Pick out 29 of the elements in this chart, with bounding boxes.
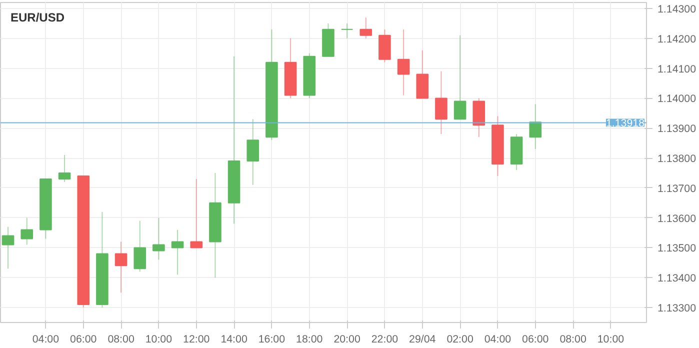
x-tick-label: 14:00 [220, 334, 248, 346]
x-tick-label: 16:00 [258, 334, 286, 346]
x-tick-label: 06:00 [522, 334, 549, 346]
y-tick-label: 1.14000 [658, 93, 696, 106]
y-tick-label: 1.13900 [658, 123, 696, 136]
y-tick-label: 1.13600 [658, 212, 696, 225]
x-tick-label: 10:00 [597, 334, 624, 346]
x-tick-label: 08:00 [108, 334, 134, 346]
x-tick-label: 08:00 [560, 334, 586, 346]
y-tick-label: 1.13400 [658, 272, 696, 285]
x-tick-label: 18:00 [296, 334, 323, 346]
x-tick-label: 04:00 [484, 334, 512, 346]
text: EUR/USD [10, 10, 65, 24]
x-tick-label: 12:00 [183, 334, 210, 346]
y-tick-label: 1.14200 [658, 33, 696, 46]
x-tick-label: 20:00 [334, 334, 360, 346]
ref-line-label: 1.13918 [606, 118, 645, 130]
x-tick-label: 22:00 [371, 334, 398, 346]
x-tick-label: 04:00 [32, 334, 60, 346]
y-tick-label: 1.14300 [658, 3, 696, 16]
x-tick-label: 06:00 [70, 334, 97, 346]
y-tick-label: 1.13500 [658, 242, 696, 255]
x-tick-label: 10:00 [145, 334, 172, 346]
x-tick-label: 02:00 [446, 334, 474, 346]
y-tick-label: 1.13800 [658, 153, 696, 166]
y-tick-label: 1.13700 [658, 182, 696, 195]
y-tick-label: 1.14100 [658, 63, 696, 76]
y-tick-label: 1.13300 [658, 302, 696, 315]
x-tick-label: 29/04 [409, 334, 436, 346]
